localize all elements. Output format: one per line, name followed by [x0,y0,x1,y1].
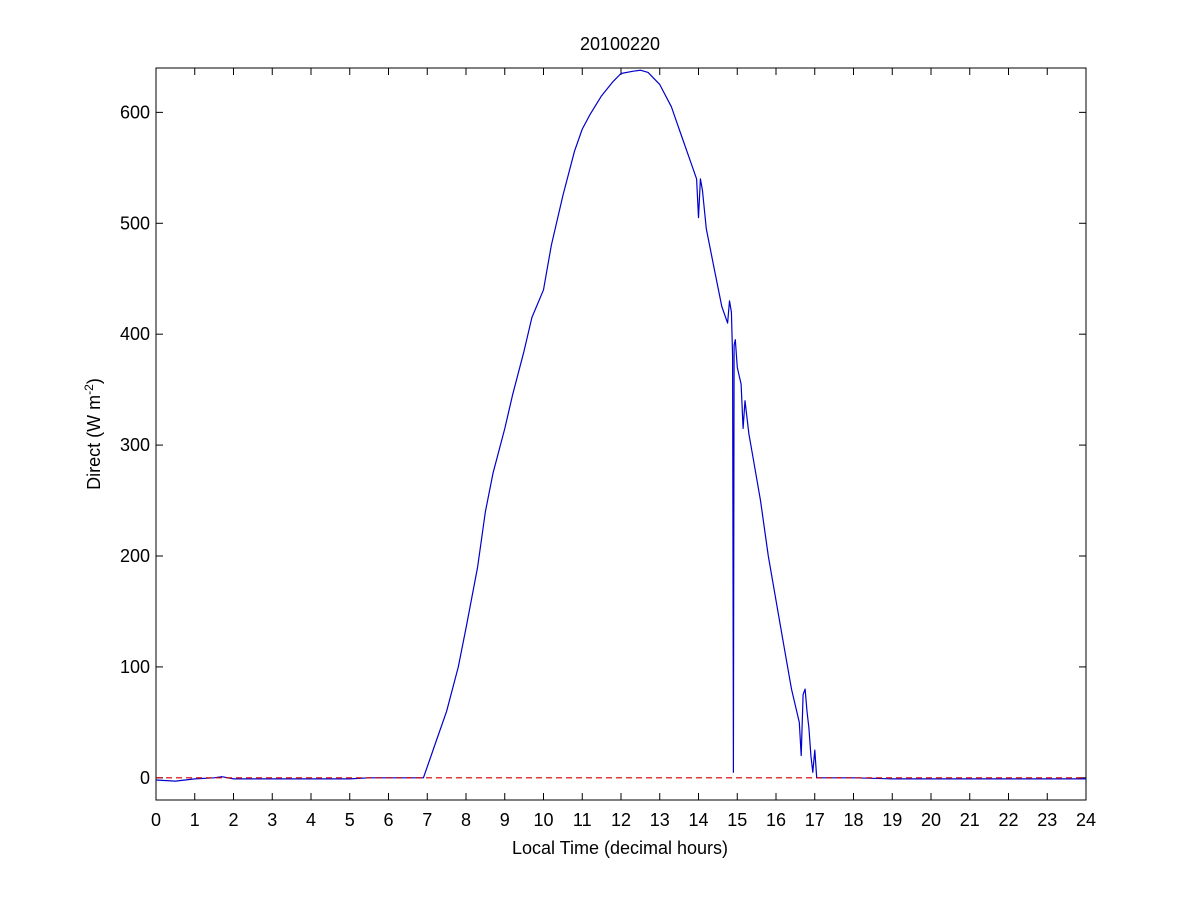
plot-area [155,67,1087,801]
x-tick-label: 9 [500,810,510,830]
x-tick-label: 16 [766,810,786,830]
y-axis-title-prefix: Direct (W m [84,395,104,490]
x-tick-label: 18 [843,810,863,830]
y-axis-title: Direct (W m-2) [82,378,104,490]
x-tick-label: 3 [267,810,277,830]
series-layer [155,69,1086,782]
x-tick-label: 1 [190,810,200,830]
x-tick-label: 22 [998,810,1018,830]
x-tick-label: 19 [882,810,902,830]
x-tick-label: 2 [228,810,238,830]
y-axis-title-superscript: -2 [82,384,96,395]
x-tick-label: 4 [306,810,316,830]
x-tick-label: 0 [151,810,161,830]
x-axis-title: Local Time (decimal hours) [512,838,728,858]
x-tick-label: 5 [345,810,355,830]
y-axis-title-suffix: ) [84,378,104,384]
y-tick-label: 300 [120,435,150,455]
x-axis: 0 1 2 3 4 5 6 7 8 9 10 11 12 13 14 15 16 17 18 19 20 21 22 23 24 [151,68,1096,830]
y-tick-label: 0 [140,768,150,788]
y-axis: 0 100 200 300 400 500 600 [120,102,1086,788]
y-tick-label: 500 [120,213,150,233]
x-tick-label: 11 [573,810,592,830]
y-tick-label: 100 [120,657,150,677]
x-tick-label: 15 [727,810,747,830]
x-tick-label: 7 [422,810,432,830]
chart-title: 20100220 [580,34,660,54]
x-tick-label: 10 [533,810,553,830]
direct-irradiance-line [155,69,1086,782]
x-tick-label: 8 [461,810,471,830]
x-tick-label: 17 [805,810,825,830]
x-tick-label: 24 [1076,810,1096,830]
x-tick-label: 12 [611,810,631,830]
y-tick-label: 200 [120,546,150,566]
x-tick-label: 14 [688,810,708,830]
x-tick-label: 23 [1037,810,1057,830]
x-tick-label: 20 [921,810,941,830]
x-tick-label: 21 [960,810,980,830]
x-tick-label: 6 [383,810,393,830]
y-tick-label: 400 [120,324,150,344]
x-tick-label: 13 [650,810,670,830]
y-tick-label: 600 [120,102,150,122]
